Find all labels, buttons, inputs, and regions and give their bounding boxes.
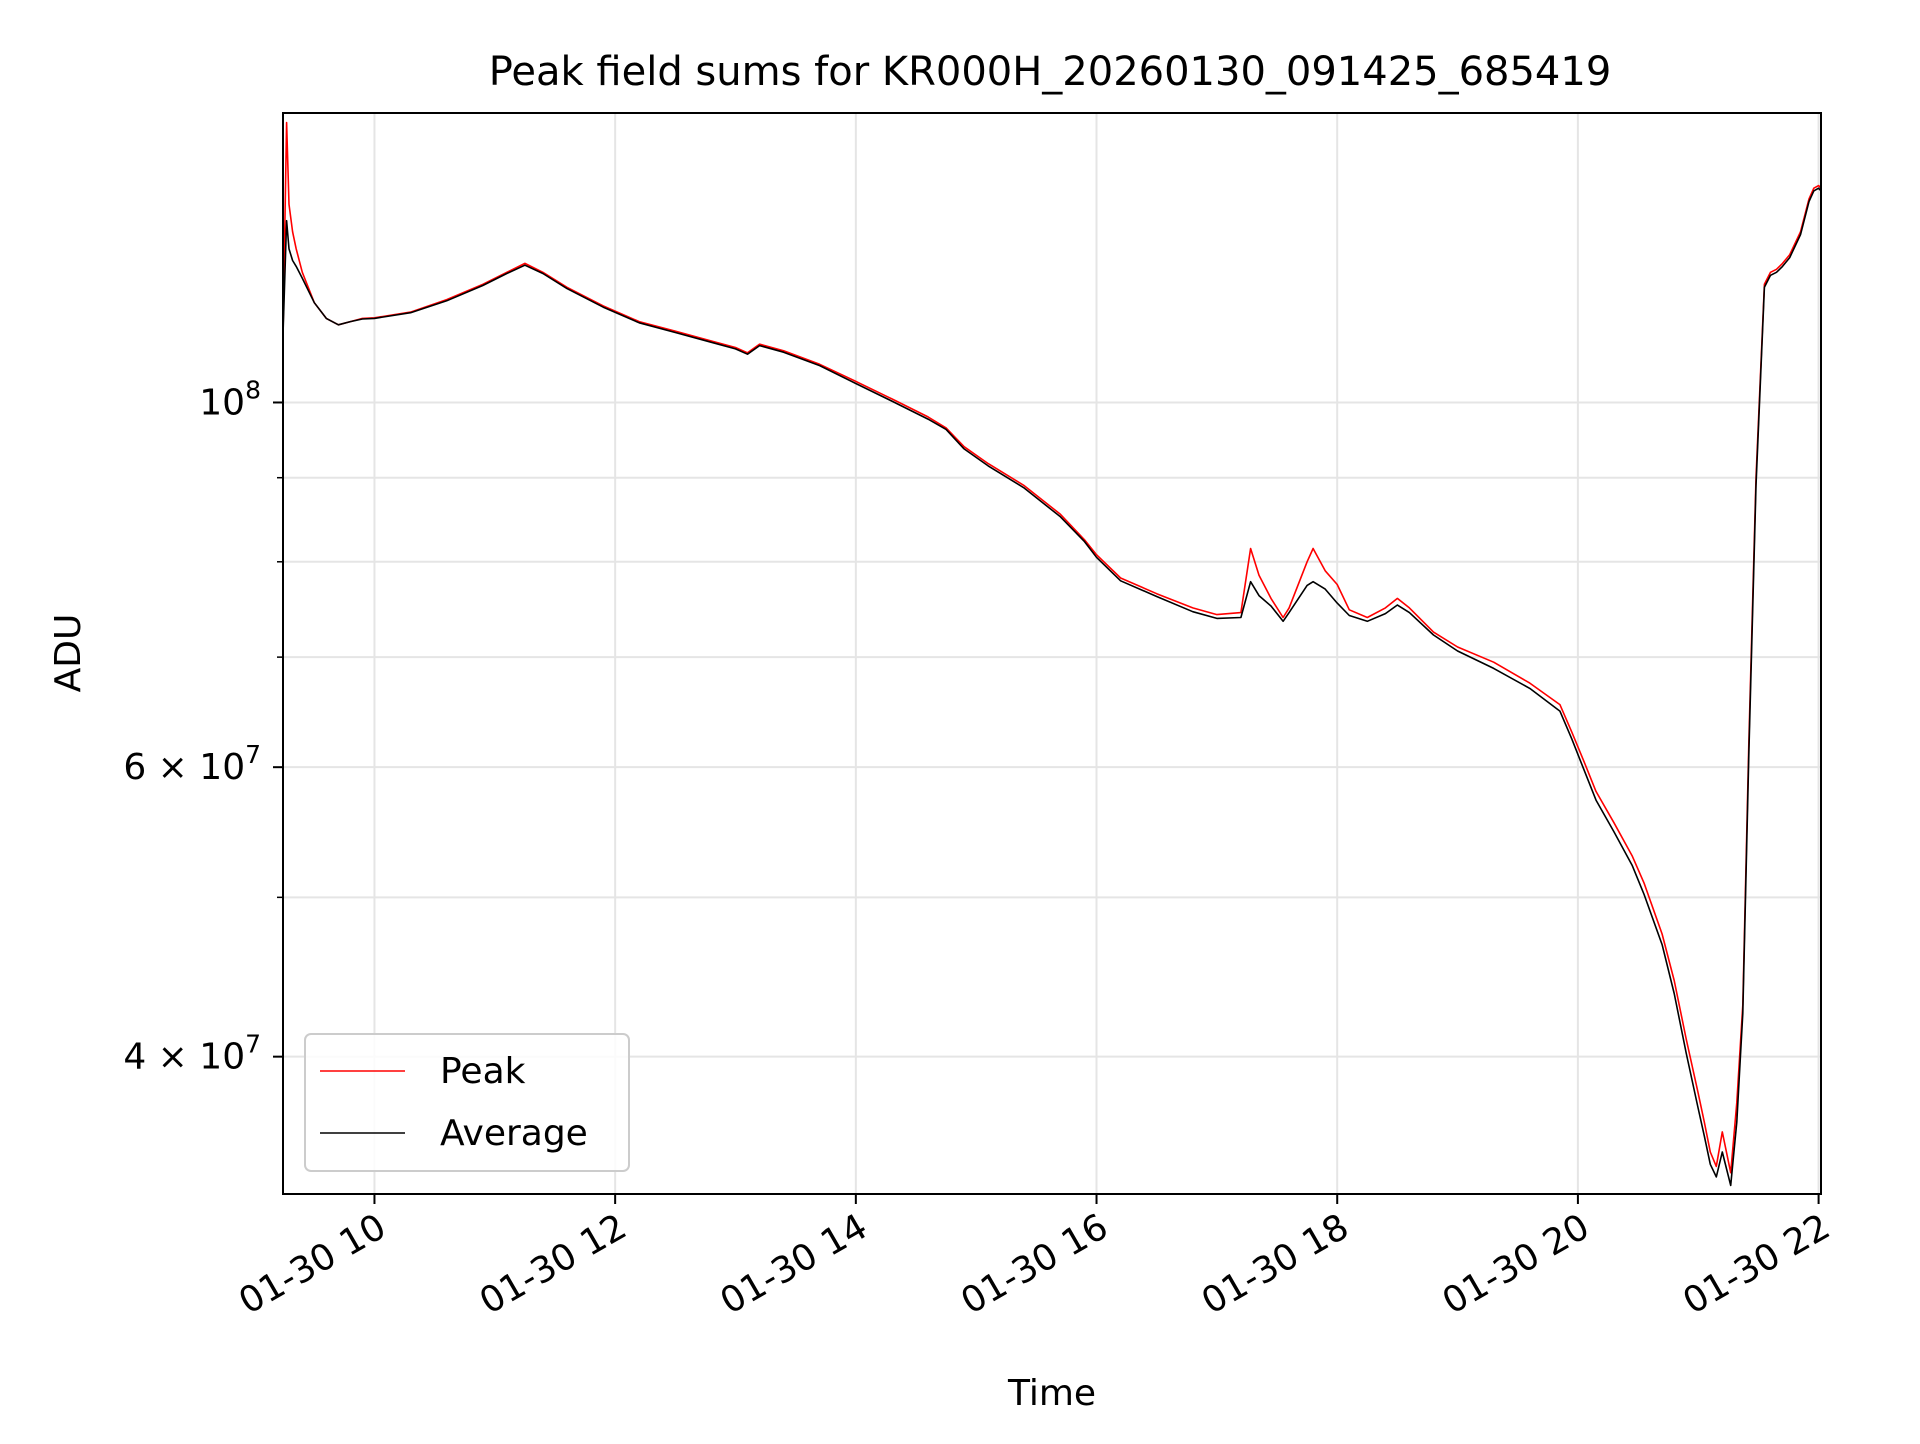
chart-title: Peak field sums for KR000H_20260130_0914… xyxy=(489,49,1612,95)
y-tick-label: 108 xyxy=(199,375,261,423)
y-tick-label-base: 4 × 10 xyxy=(123,1037,245,1078)
legend-label-peak: Peak xyxy=(440,1051,526,1092)
y-tick-label-exponent: 7 xyxy=(245,1030,261,1059)
y-axis-label: ADU xyxy=(48,614,89,693)
series-line-average xyxy=(283,187,1821,1187)
y-tick-label-exponent: 8 xyxy=(245,375,261,404)
plot-frame xyxy=(282,112,1822,1195)
x-axis-label: Time xyxy=(1007,1373,1096,1414)
y-tick-label-base: 10 xyxy=(199,382,245,423)
y-tick-label: 4 × 107 xyxy=(123,1030,261,1078)
grid xyxy=(283,113,1821,1194)
y-tick-label-base: 6 × 10 xyxy=(123,747,245,788)
y-tick-label-exponent: 7 xyxy=(245,740,261,769)
series-line-peak xyxy=(283,121,1821,1174)
legend-label-average: Average xyxy=(440,1113,588,1154)
series-group xyxy=(283,121,1821,1187)
legend-box xyxy=(304,1033,630,1172)
legend: Peak Average xyxy=(304,1033,630,1172)
y-tick-label: 6 × 107 xyxy=(123,740,261,788)
